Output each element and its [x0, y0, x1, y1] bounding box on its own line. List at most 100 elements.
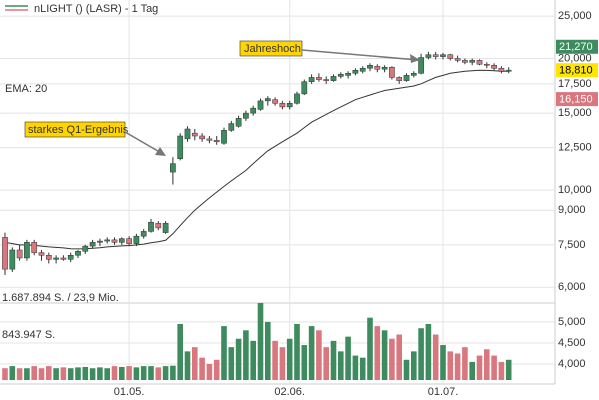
candle-body — [126, 238, 132, 244]
candle-body — [89, 242, 96, 247]
candle-body — [45, 255, 52, 260]
candle-body — [60, 257, 67, 260]
volume-bar — [338, 351, 344, 380]
candle-body — [286, 103, 293, 108]
annotation-text: Jahreshoch — [244, 43, 301, 55]
candle-body — [294, 93, 300, 104]
volume-bar — [228, 347, 235, 380]
y-tick-label: 25,000 — [558, 10, 592, 22]
candle — [432, 51, 439, 60]
volume-bar — [67, 368, 74, 380]
volume-bar — [454, 353, 461, 380]
candle-body — [9, 249, 16, 270]
candle — [389, 66, 395, 80]
volume-bar — [323, 347, 329, 380]
volume-bar — [140, 366, 147, 380]
volume-bar — [46, 366, 52, 380]
ema-line — [4, 69, 509, 250]
candle — [97, 238, 103, 247]
y-tick-label: 17,500 — [558, 78, 592, 90]
candle — [104, 237, 111, 244]
candle-body — [462, 60, 468, 63]
annotation-arrow — [301, 49, 419, 61]
candle — [53, 255, 59, 264]
candle-body — [250, 107, 257, 114]
candle-body — [162, 223, 169, 233]
volume-bar — [469, 361, 475, 380]
candle — [60, 255, 67, 261]
candle — [24, 239, 30, 261]
volume-mid-label: 843.947 S. — [2, 329, 55, 341]
volume-bar — [359, 357, 366, 380]
candle-body — [505, 69, 512, 72]
volume-bar — [476, 355, 483, 380]
volume-bar — [243, 330, 249, 380]
candle — [498, 66, 505, 74]
volume-bar — [170, 365, 176, 380]
annotation-arrow — [124, 131, 164, 155]
candle — [454, 55, 461, 63]
volume-max-label: 1.687.894 S. / 23,9 Mio. — [2, 292, 119, 304]
volume-bar — [257, 302, 264, 380]
candle — [367, 63, 373, 72]
x-tick-label: 02.06. — [274, 386, 305, 398]
candle-body — [440, 54, 446, 57]
candle — [67, 252, 74, 263]
candle — [345, 71, 351, 79]
volume-bar — [221, 326, 227, 380]
candle-body — [410, 73, 417, 76]
candle-body — [323, 79, 330, 81]
volume-tick-label: 5,000 — [558, 316, 586, 328]
volume-bar — [38, 368, 45, 380]
candle-body — [199, 135, 205, 140]
volume-bar — [206, 364, 213, 380]
volume-bar — [148, 366, 154, 380]
candle — [221, 127, 227, 145]
candle — [308, 74, 315, 84]
volume-bar — [484, 349, 490, 380]
candle-body — [257, 100, 264, 110]
candle — [381, 65, 388, 73]
candle — [469, 58, 476, 66]
candle — [82, 244, 89, 254]
volume-bar — [250, 340, 256, 380]
volume-bar — [272, 340, 278, 380]
y-tick-label: 9,000 — [558, 204, 586, 216]
candle — [316, 73, 322, 82]
y-tick-label: 7,500 — [558, 239, 586, 251]
candle-body — [170, 163, 176, 173]
volume-bar — [24, 368, 30, 380]
candle-body — [425, 54, 432, 58]
volume-bar — [162, 366, 169, 380]
candle — [199, 133, 205, 142]
candle — [272, 97, 278, 106]
volume-bar — [97, 367, 103, 380]
candle — [440, 52, 446, 60]
candle-body — [243, 112, 249, 119]
candle-body — [381, 66, 388, 70]
y-tick-label: 20,000 — [558, 52, 592, 64]
candle — [206, 135, 213, 144]
candle — [235, 115, 242, 128]
candle-body — [316, 77, 322, 80]
volume-bar — [16, 368, 23, 380]
volume-bar — [279, 347, 286, 380]
candle — [155, 221, 162, 231]
volume-bar — [235, 338, 242, 380]
candle — [491, 63, 497, 71]
volume-bar — [440, 345, 446, 380]
candle — [16, 244, 23, 261]
candle — [45, 252, 52, 264]
volume-bar — [60, 367, 67, 380]
candle-body — [53, 257, 59, 260]
price-marker — [556, 92, 598, 107]
candle — [184, 126, 191, 142]
volume-bar — [301, 345, 308, 380]
candle-body — [279, 103, 286, 108]
candle-body — [264, 98, 271, 102]
volume-bar — [177, 324, 183, 380]
candle-body — [447, 54, 454, 59]
price-marker-label: 18,810 — [559, 65, 593, 77]
candle — [294, 91, 300, 105]
volume-bar — [381, 330, 388, 380]
